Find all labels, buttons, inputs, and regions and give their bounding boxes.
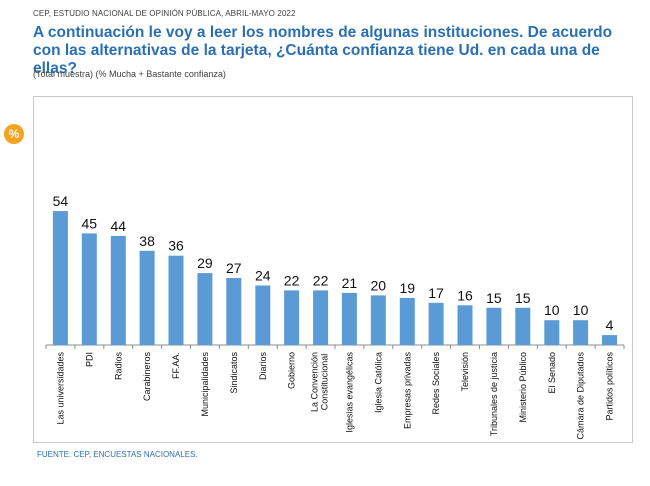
- category-label: PDI: [84, 352, 94, 367]
- data-label: 20: [371, 277, 387, 293]
- category-label: Iglesia Católica: [373, 352, 383, 413]
- category-label: Carabineros: [142, 352, 152, 402]
- category-label: Municipalidades: [200, 352, 210, 417]
- question-title: A continuación le voy a leer los nombres…: [33, 24, 613, 77]
- category-label: Radios: [113, 352, 123, 381]
- category-label: El Senado: [547, 352, 557, 394]
- bar: [110, 235, 126, 345]
- bar: [81, 233, 97, 345]
- bar: [168, 255, 184, 345]
- data-label: 24: [255, 268, 271, 284]
- category-label: Las universidades: [55, 352, 65, 425]
- category-label: Sindicatos: [229, 352, 239, 394]
- bar-chart: 54 Las universidades 45 PDI 44 Radios 38 Carabi…: [45, 193, 625, 442]
- bar: [602, 335, 617, 345]
- category-label: Televisión: [460, 352, 470, 392]
- category-label: Gobierno: [287, 352, 297, 389]
- category-label: Partidos políticos: [605, 352, 615, 421]
- data-label: 27: [226, 260, 242, 276]
- category-label: Diarios: [258, 352, 268, 381]
- bar: [139, 250, 155, 345]
- source-header: CEP, ESTUDIO NACIONAL DE OPINIÓN PÚBLICA…: [33, 9, 296, 18]
- data-label: 36: [168, 238, 184, 254]
- chart-frame: 54 Las universidades 45 PDI 44 Radios 38 Carabi…: [33, 96, 633, 443]
- category-label: Empresas privadas: [402, 352, 412, 430]
- category-label: Ministerio Público: [518, 352, 528, 423]
- bar: [197, 273, 213, 345]
- category-label: Tribunales de justicia: [489, 352, 499, 436]
- footer-source: FUENTE: CEP, ENCUESTAS NACIONALES.: [37, 450, 198, 459]
- data-label: 45: [82, 215, 98, 231]
- data-label: 17: [428, 285, 444, 301]
- data-label: 54: [53, 193, 69, 209]
- category-label: Iglesias evangélicas: [344, 352, 354, 433]
- data-label: 22: [284, 272, 300, 288]
- category-label: La ConvenciónConstitucional: [310, 352, 330, 412]
- bar: [284, 290, 300, 345]
- bar: [515, 307, 531, 345]
- bar: [399, 297, 415, 345]
- bar: [370, 295, 386, 345]
- data-label: 22: [313, 272, 329, 288]
- bar: [486, 307, 502, 345]
- data-label: 15: [486, 290, 502, 306]
- data-label: 10: [573, 302, 589, 318]
- data-label: 38: [139, 233, 155, 249]
- bar: [52, 211, 68, 345]
- data-label: 29: [197, 255, 213, 271]
- bar: [313, 290, 329, 345]
- data-label: 21: [342, 275, 358, 291]
- data-label: 16: [457, 287, 473, 303]
- bar: [428, 302, 444, 345]
- data-label: 10: [544, 302, 560, 318]
- category-label: Redes Sociales: [431, 352, 441, 415]
- bar: [255, 285, 271, 345]
- data-label: 15: [515, 290, 531, 306]
- category-label: FF.AA.: [171, 352, 181, 379]
- bar: [457, 305, 473, 345]
- percent-badge-icon: %: [4, 124, 24, 144]
- bar: [544, 320, 560, 345]
- category-label: La Cámara de Diputados: [576, 352, 586, 442]
- data-label: 4: [606, 317, 614, 333]
- bar: [226, 278, 242, 345]
- bar: [341, 292, 357, 345]
- data-label: 19: [400, 280, 416, 296]
- data-label: 44: [111, 218, 127, 234]
- bar: [573, 320, 589, 345]
- chart-subtitle: (Total muestra) (% Mucha + Bastante conf…: [33, 69, 226, 79]
